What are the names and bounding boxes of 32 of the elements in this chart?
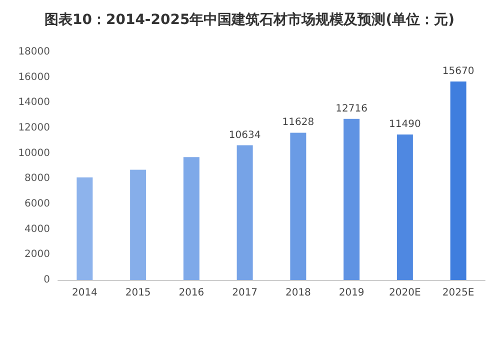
- x-tick-label: 2018: [285, 288, 311, 298]
- data-label: 12716: [336, 103, 368, 114]
- x-tick-label: 2017: [232, 288, 258, 298]
- x-tick-label: 2025E: [442, 288, 474, 298]
- y-tick-label: 2000: [24, 249, 50, 260]
- y-tick-label: 18000: [18, 46, 50, 58]
- bar: [344, 118, 360, 280]
- x-tick-label: 2016: [178, 288, 204, 298]
- x-tick-label: 2019: [338, 288, 364, 298]
- data-label: 11628: [282, 117, 314, 128]
- bar: [130, 170, 146, 280]
- y-tick-label: 16000: [18, 72, 50, 83]
- y-tick-label: 6000: [24, 198, 50, 210]
- data-label: 10634: [228, 130, 261, 141]
- bar: [290, 132, 306, 280]
- x-tick-label: 2014: [72, 288, 98, 298]
- bar: [450, 82, 466, 280]
- bar: [236, 145, 253, 280]
- y-tick-label: 8000: [24, 173, 50, 184]
- y-tick-label: 12000: [18, 122, 50, 134]
- x-tick-label: 2015: [125, 288, 151, 298]
- bar: [76, 177, 93, 280]
- y-tick-label: 0: [44, 274, 50, 286]
- y-tick-label: 10000: [18, 148, 50, 159]
- y-tick-label: 14000: [18, 97, 50, 108]
- y-tick-label: 4000: [24, 224, 50, 235]
- bar: [183, 157, 200, 280]
- bar: [396, 134, 413, 280]
- data-label: 11490: [389, 118, 421, 130]
- data-label: 15670: [442, 66, 474, 78]
- chart-title: 图表10：2014-2025年中国建筑石材市场规模及预测(单位：元): [44, 11, 455, 28]
- x-tick-label: 2020E: [389, 288, 421, 298]
